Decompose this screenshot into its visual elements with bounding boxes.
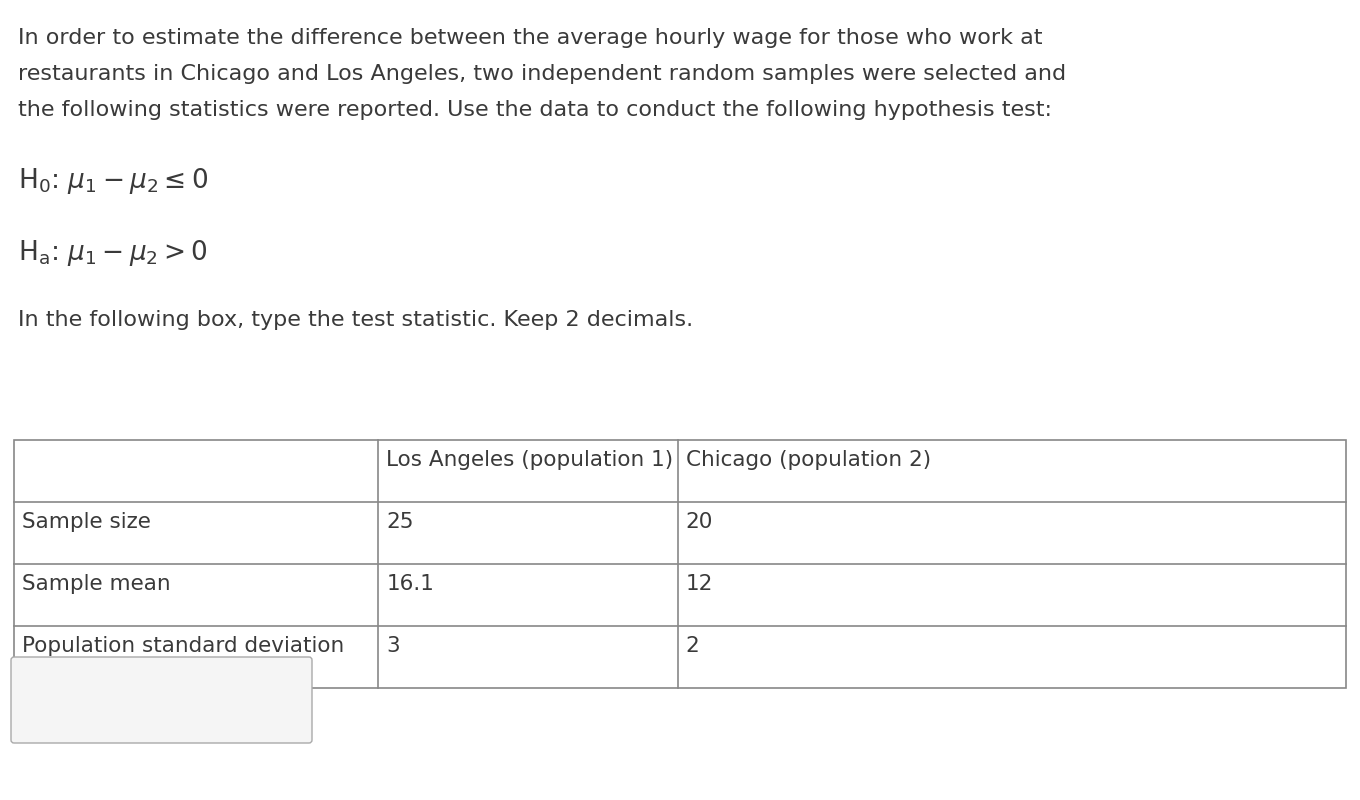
Text: 16.1: 16.1 — [386, 574, 434, 594]
Text: Population standard deviation: Population standard deviation — [22, 636, 344, 656]
Text: 3: 3 — [386, 636, 400, 656]
Text: Los Angeles (population 1): Los Angeles (population 1) — [386, 450, 673, 470]
Text: In order to estimate the difference between the average hourly wage for those wh: In order to estimate the difference betw… — [18, 28, 1043, 48]
Text: Chicago (population 2): Chicago (population 2) — [685, 450, 930, 470]
FancyBboxPatch shape — [11, 657, 311, 743]
Bar — [14, 440, 1346, 688]
Text: 20: 20 — [685, 512, 713, 532]
Text: Sample mean: Sample mean — [22, 574, 170, 594]
Text: In the following box, type the test statistic. Keep 2 decimals.: In the following box, type the test stat… — [18, 310, 694, 330]
Text: H$_\mathregular{a}$: $\mu_1 - \mu_2 > 0$: H$_\mathregular{a}$: $\mu_1 - \mu_2 > 0$ — [18, 238, 208, 268]
Text: restaurants in Chicago and Los Angeles, two independent random samples were sele: restaurants in Chicago and Los Angeles, … — [18, 64, 1066, 84]
Text: 25: 25 — [386, 512, 413, 532]
Text: H$_\mathregular{0}$: $\mu_1 - \mu_2 \leq 0$: H$_\mathregular{0}$: $\mu_1 - \mu_2 \leq… — [18, 166, 208, 196]
Text: Sample size: Sample size — [22, 512, 151, 532]
Text: 2: 2 — [685, 636, 699, 656]
Text: the following statistics were reported. Use the data to conduct the following hy: the following statistics were reported. … — [18, 100, 1053, 120]
Text: 12: 12 — [685, 574, 713, 594]
